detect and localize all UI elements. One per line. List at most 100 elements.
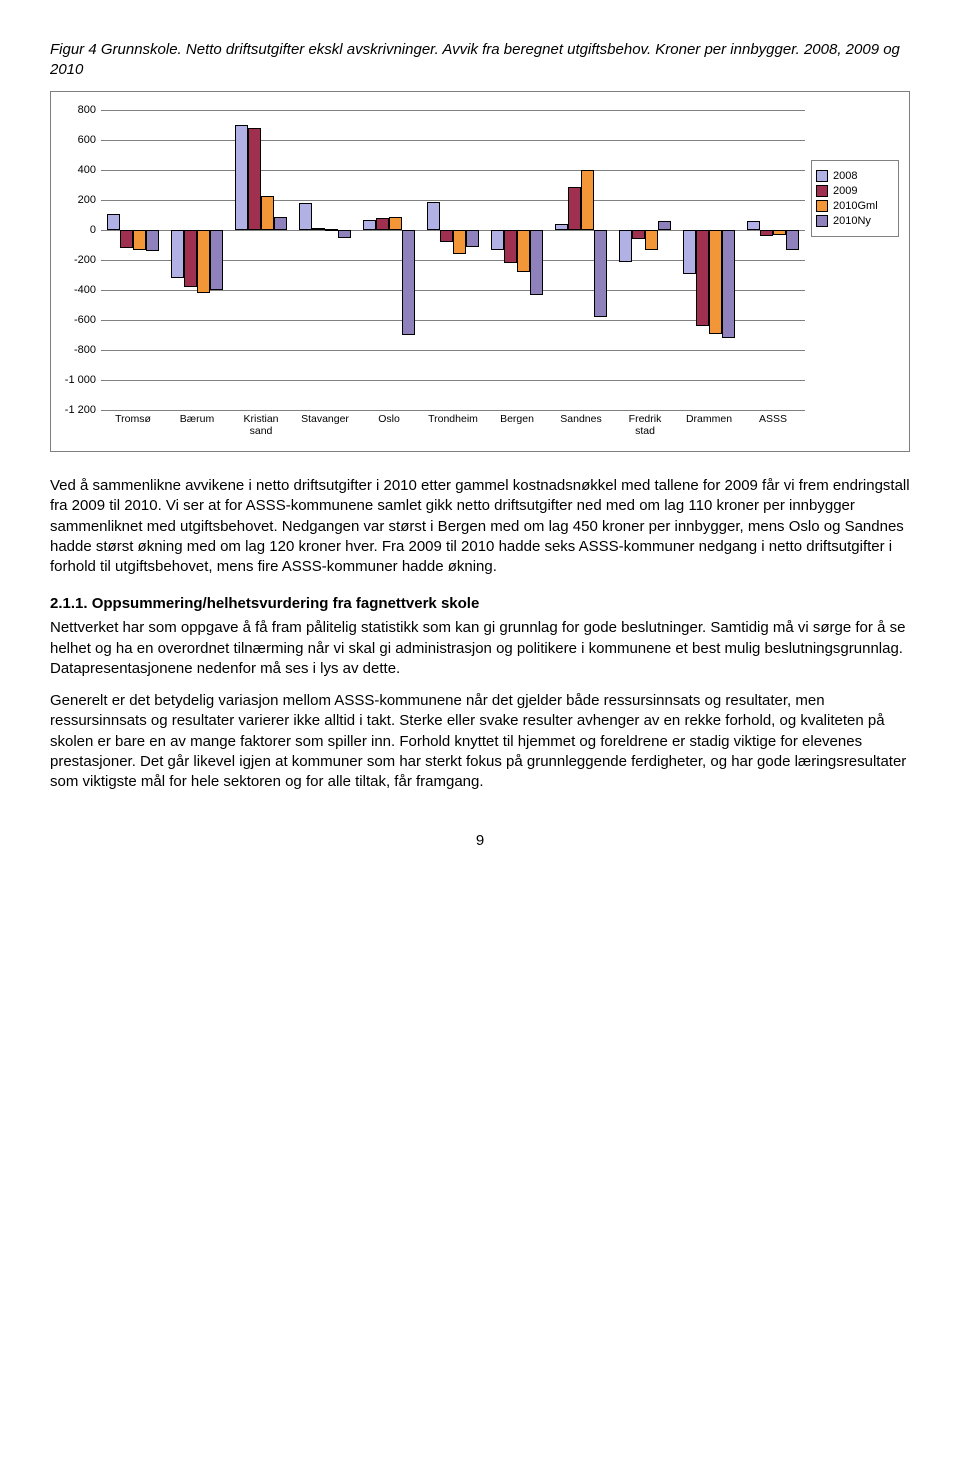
bar: [210, 230, 223, 290]
paragraph: Nettverket har som oppgave å få fram pål…: [50, 618, 910, 679]
bar: [261, 196, 274, 231]
bar: [146, 230, 159, 251]
category: [549, 110, 613, 410]
section-number: 2.1.1.: [50, 595, 88, 612]
x-tick-label: Sandnes: [549, 414, 613, 437]
y-tick-label: -1 000: [56, 374, 96, 386]
legend-label: 2010Ny: [833, 215, 871, 227]
bar: [466, 230, 479, 247]
chart-container: -1 200-1 000-800-600-400-200020040060080…: [50, 91, 910, 452]
y-tick-label: -200: [56, 254, 96, 266]
bar: [773, 230, 786, 235]
bar: [299, 203, 312, 230]
plot-area: -1 200-1 000-800-600-400-200020040060080…: [101, 110, 805, 410]
bar: [683, 230, 696, 274]
bar: [312, 228, 325, 230]
y-tick-label: 800: [56, 104, 96, 116]
legend-swatch: [816, 215, 828, 227]
legend-item: 2010Ny: [816, 215, 894, 227]
bar: [248, 128, 261, 230]
x-tick-label: Trondheim: [421, 414, 485, 437]
bar: [338, 230, 351, 238]
bar: [184, 230, 197, 287]
x-tick-label: Stavanger: [293, 414, 357, 437]
bar: [427, 202, 440, 231]
bar: [107, 214, 120, 231]
bar: [619, 230, 632, 262]
x-axis-labels: TromsøBærumKristiansandStavangerOsloTron…: [101, 414, 805, 437]
bar: [325, 229, 338, 231]
bar: [747, 221, 760, 230]
x-tick-label: Bærum: [165, 414, 229, 437]
x-tick-label: Oslo: [357, 414, 421, 437]
x-tick-label: ASSS: [741, 414, 805, 437]
y-tick-label: 200: [56, 194, 96, 206]
bar: [274, 217, 287, 231]
category: [677, 110, 741, 410]
y-tick-label: 400: [56, 164, 96, 176]
category: [357, 110, 421, 410]
legend-item: 2009: [816, 185, 894, 197]
bar: [786, 230, 799, 250]
legend-swatch: [816, 200, 828, 212]
section-title: Oppsummering/helhetsvurdering fra fagnet…: [92, 595, 480, 612]
category: [613, 110, 677, 410]
chart-legend: 2008 2009 2010Gml 2010Ny: [811, 160, 899, 237]
bar: [709, 230, 722, 334]
x-tick-label: Fredrikstad: [613, 414, 677, 437]
x-tick-label: Drammen: [677, 414, 741, 437]
bar: [555, 224, 568, 230]
bar: [530, 230, 543, 295]
bar: [491, 230, 504, 250]
category: [741, 110, 805, 410]
legend-item: 2008: [816, 170, 894, 182]
bar: [402, 230, 415, 335]
bar: [235, 125, 248, 230]
bar: [120, 230, 133, 248]
bar: [171, 230, 184, 278]
bar: [594, 230, 607, 317]
bar: [581, 170, 594, 230]
paragraph: Ved å sammenlikne avvikene i netto drift…: [50, 476, 910, 577]
paragraph: Generelt er det betydelig variasjon mell…: [50, 691, 910, 792]
bar: [658, 221, 671, 230]
legend-label: 2010Gml: [833, 200, 878, 212]
section-heading: 2.1.1. Oppsummering/helhetsvurdering fra…: [50, 595, 910, 612]
legend-item: 2010Gml: [816, 200, 894, 212]
y-tick-label: -400: [56, 284, 96, 296]
figure-caption: Figur 4 Grunnskole. Netto driftsutgifter…: [50, 40, 910, 79]
category: [165, 110, 229, 410]
bar: [517, 230, 530, 272]
bar: [440, 230, 453, 242]
category: [421, 110, 485, 410]
legend-label: 2009: [833, 185, 857, 197]
x-tick-label: Tromsø: [101, 414, 165, 437]
bar: [645, 230, 658, 250]
bar: [696, 230, 709, 326]
bar: [568, 187, 581, 231]
bar: [504, 230, 517, 263]
bar: [722, 230, 735, 338]
bar: [197, 230, 210, 293]
bar: [389, 217, 402, 231]
y-tick-label: 0: [56, 224, 96, 236]
bar: [133, 230, 146, 250]
page-number: 9: [50, 832, 910, 849]
legend-swatch: [816, 170, 828, 182]
bar: [453, 230, 466, 254]
category: [101, 110, 165, 410]
bar: [632, 230, 645, 239]
y-tick-label: 600: [56, 134, 96, 146]
legend-label: 2008: [833, 170, 857, 182]
x-tick-label: Bergen: [485, 414, 549, 437]
category: [293, 110, 357, 410]
y-tick-label: -600: [56, 314, 96, 326]
bar: [760, 230, 773, 236]
gridline: [101, 410, 805, 411]
category: [485, 110, 549, 410]
category: [229, 110, 293, 410]
x-tick-label: Kristiansand: [229, 414, 293, 437]
y-tick-label: -800: [56, 344, 96, 356]
legend-swatch: [816, 185, 828, 197]
bar: [363, 220, 376, 231]
